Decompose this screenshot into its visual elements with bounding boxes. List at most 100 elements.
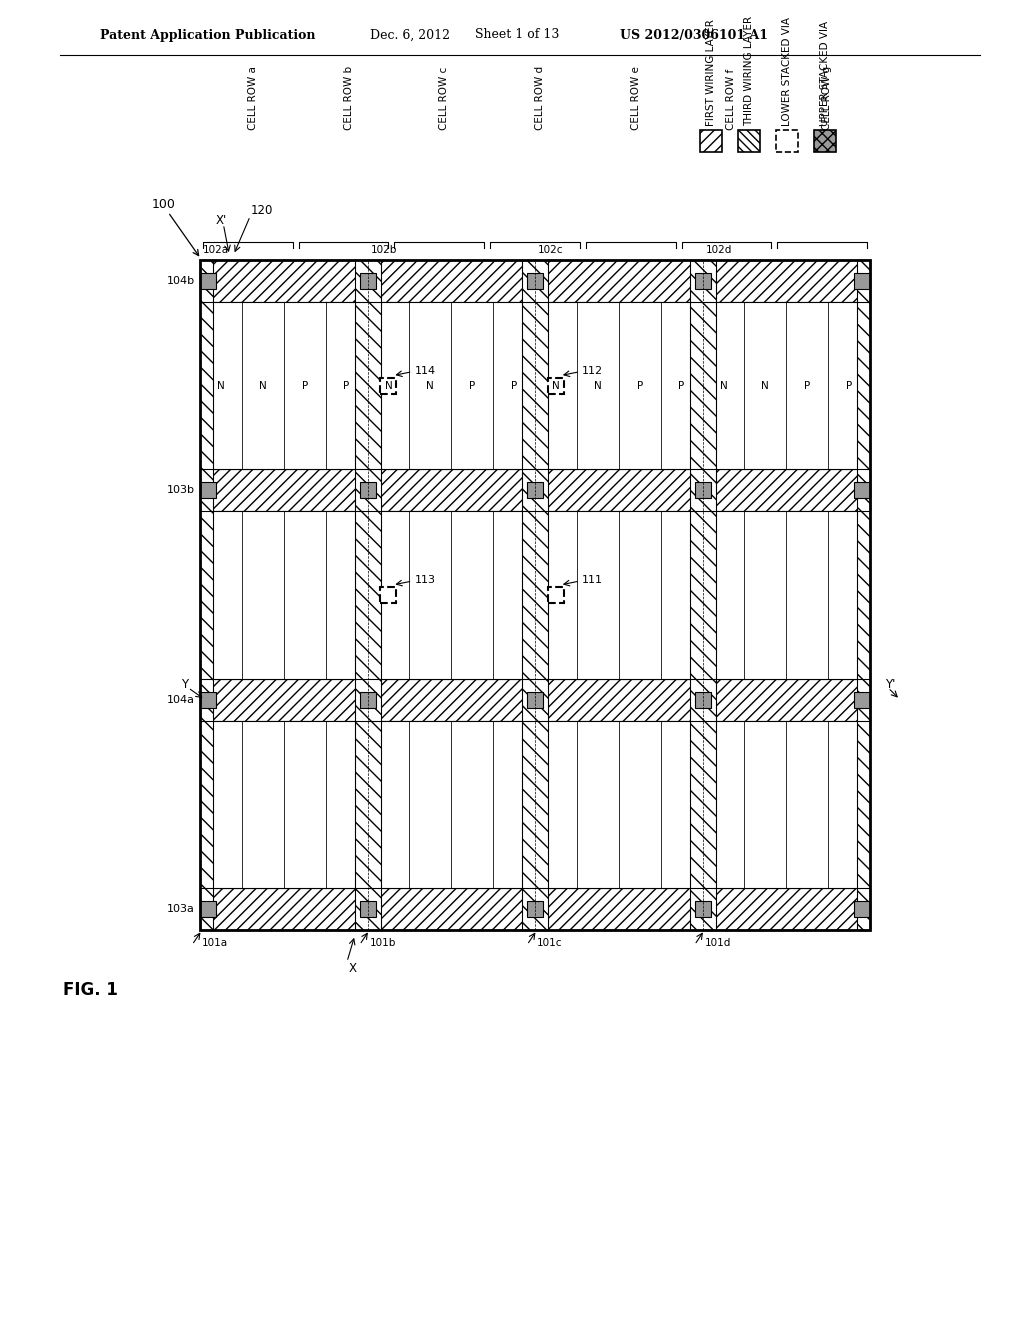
Text: 100: 100 <box>152 198 176 211</box>
Text: N: N <box>552 380 560 391</box>
Text: P: P <box>804 380 810 391</box>
Text: 101b: 101b <box>370 939 396 948</box>
Bar <box>854 482 870 499</box>
Bar <box>577 721 618 888</box>
Text: P: P <box>469 380 475 391</box>
Bar <box>200 902 216 917</box>
Text: CELL ROW g: CELL ROW g <box>822 66 833 129</box>
Bar <box>200 260 870 302</box>
Bar <box>702 721 744 888</box>
Text: 120: 120 <box>250 203 272 216</box>
Bar <box>689 260 716 931</box>
Bar <box>694 273 711 289</box>
Bar <box>527 273 543 289</box>
Bar <box>494 511 535 678</box>
Bar <box>284 302 326 470</box>
Bar <box>527 692 543 708</box>
Bar <box>326 721 368 888</box>
Bar <box>200 260 870 931</box>
Bar <box>359 273 376 289</box>
Bar <box>577 511 618 678</box>
Bar <box>242 721 284 888</box>
Text: N: N <box>594 380 602 391</box>
Text: Patent Application Publication: Patent Application Publication <box>100 29 315 41</box>
Text: 113: 113 <box>415 576 435 585</box>
Text: N: N <box>426 380 434 391</box>
Text: CELL ROW b: CELL ROW b <box>344 66 353 129</box>
Text: FIRST WIRING LAYER: FIRST WIRING LAYER <box>706 18 716 125</box>
Text: N: N <box>385 380 392 391</box>
Text: N: N <box>762 380 769 391</box>
Bar <box>577 302 618 470</box>
Bar <box>200 678 870 721</box>
Bar <box>786 721 828 888</box>
Text: P: P <box>301 380 308 391</box>
Text: 111: 111 <box>582 576 603 585</box>
Bar <box>359 482 376 499</box>
Bar <box>200 273 216 289</box>
Bar <box>660 511 702 678</box>
Text: P: P <box>679 380 685 391</box>
Bar <box>618 302 660 470</box>
Text: P: P <box>511 380 517 391</box>
Bar <box>828 302 870 470</box>
Bar <box>326 302 368 470</box>
Text: 104b: 104b <box>167 276 195 286</box>
Bar <box>744 511 786 678</box>
Bar <box>828 721 870 888</box>
Bar <box>200 888 870 931</box>
Bar <box>284 511 326 678</box>
Text: P: P <box>343 380 349 391</box>
Bar <box>548 587 564 603</box>
Bar <box>494 302 535 470</box>
Bar <box>200 470 870 511</box>
Bar <box>200 692 216 708</box>
Bar <box>452 721 494 888</box>
Bar <box>200 482 216 499</box>
Text: CELL ROW f: CELL ROW f <box>726 69 736 129</box>
Bar <box>535 511 577 678</box>
Bar <box>814 129 836 152</box>
Bar <box>527 902 543 917</box>
Text: CELL ROW d: CELL ROW d <box>535 66 545 129</box>
Bar <box>744 302 786 470</box>
Bar <box>857 260 870 931</box>
Text: 112: 112 <box>582 366 603 376</box>
Text: Dec. 6, 2012: Dec. 6, 2012 <box>370 29 450 41</box>
Bar <box>242 302 284 470</box>
Text: 102b: 102b <box>371 246 397 255</box>
Bar <box>527 482 543 499</box>
Text: US 2012/0306101 A1: US 2012/0306101 A1 <box>620 29 768 41</box>
Bar <box>786 302 828 470</box>
Bar <box>618 511 660 678</box>
Bar <box>694 482 711 499</box>
Text: N: N <box>720 380 727 391</box>
Bar <box>548 378 564 393</box>
Text: FIG. 1: FIG. 1 <box>62 981 118 999</box>
Bar <box>776 129 798 152</box>
Bar <box>660 721 702 888</box>
Bar <box>828 511 870 678</box>
Bar <box>618 721 660 888</box>
Bar <box>242 511 284 678</box>
Bar <box>702 302 744 470</box>
Bar <box>452 511 494 678</box>
Bar <box>535 721 577 888</box>
Text: 101a: 101a <box>202 939 228 948</box>
Bar <box>744 721 786 888</box>
Text: P: P <box>637 380 643 391</box>
Text: 101d: 101d <box>705 939 731 948</box>
Bar <box>694 692 711 708</box>
Bar <box>354 260 381 931</box>
Bar <box>200 721 242 888</box>
Bar <box>368 511 410 678</box>
Text: UPPER STACKED VIA: UPPER STACKED VIA <box>820 21 830 125</box>
Text: Y': Y' <box>885 678 895 692</box>
Bar <box>410 721 452 888</box>
Bar <box>284 721 326 888</box>
Text: CELL ROW a: CELL ROW a <box>248 66 258 129</box>
Text: 103b: 103b <box>167 486 195 495</box>
Text: THIRD WIRING LAYER: THIRD WIRING LAYER <box>744 16 754 125</box>
Bar <box>452 302 494 470</box>
Bar <box>200 470 870 511</box>
